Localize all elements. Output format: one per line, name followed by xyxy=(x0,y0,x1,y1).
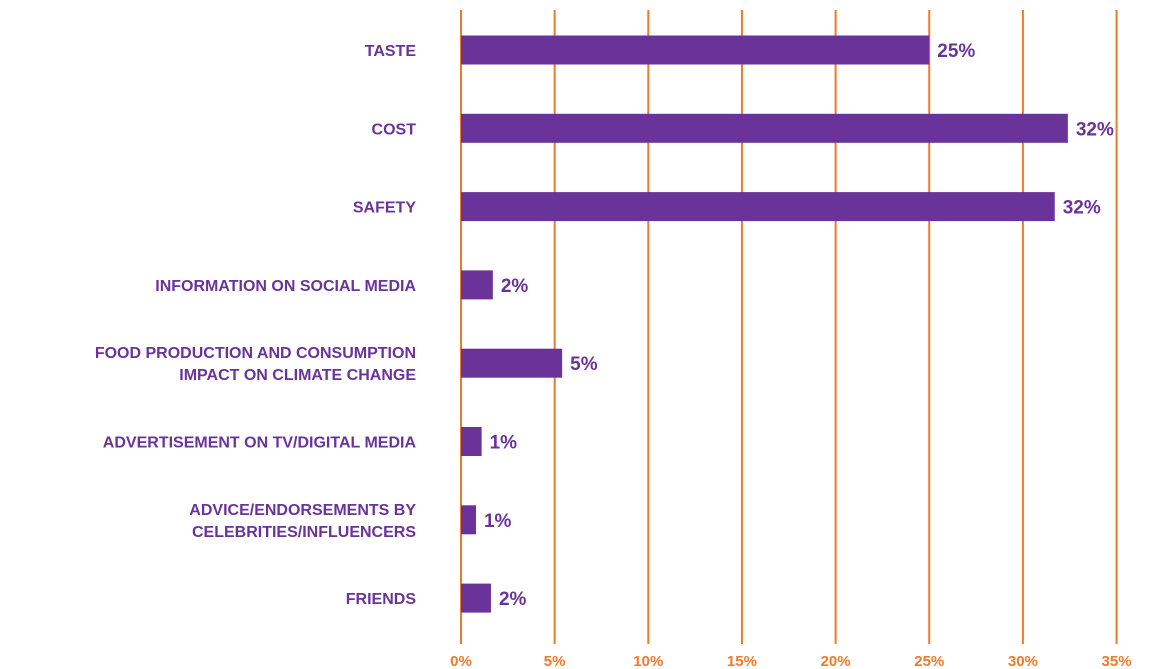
category-label: INFORMATION ON SOCIAL MEDIA xyxy=(155,278,416,295)
x-tick-label: 30% xyxy=(1008,653,1038,669)
x-tick-label: 20% xyxy=(821,653,851,669)
category-label: COST xyxy=(372,121,417,138)
data-label: 32% xyxy=(1076,119,1114,140)
data-label: 1% xyxy=(490,433,518,454)
data-label: 2% xyxy=(499,589,527,610)
data-label: 5% xyxy=(570,354,598,375)
data-label: 1% xyxy=(484,511,512,532)
bar xyxy=(461,35,930,65)
bar xyxy=(461,192,1055,222)
category-label: TASTE xyxy=(365,43,417,60)
data-label: 32% xyxy=(1063,198,1101,219)
x-tick-label: 0% xyxy=(450,653,472,669)
bar xyxy=(461,348,563,378)
bar xyxy=(461,427,482,456)
bar xyxy=(461,113,1068,143)
category-label: SAFETY xyxy=(353,200,416,217)
bar xyxy=(461,505,476,535)
data-label: 2% xyxy=(501,276,529,297)
x-tick-label: 25% xyxy=(914,653,944,669)
category-label: IMPACT ON CLIMATE CHANGE xyxy=(179,367,416,384)
x-tick-label: 10% xyxy=(633,653,663,669)
category-label: ADVICE/ENDORSEMENTS BY xyxy=(189,502,416,519)
x-tick-label: 5% xyxy=(544,653,566,669)
x-tick-label: 15% xyxy=(727,653,757,669)
bar xyxy=(461,270,493,300)
x-tick-label: 35% xyxy=(1102,653,1132,669)
category-label: ADVERTISEMENT ON TV/DIGITAL MEDIA xyxy=(103,435,417,452)
data-label: 25% xyxy=(937,41,975,62)
category-label: FRIENDS xyxy=(346,591,417,608)
category-label: FOOD PRODUCTION AND CONSUMPTION xyxy=(95,345,416,362)
category-label: CELEBRITIES/INFLUENCERS xyxy=(192,524,416,541)
bar xyxy=(461,583,491,613)
